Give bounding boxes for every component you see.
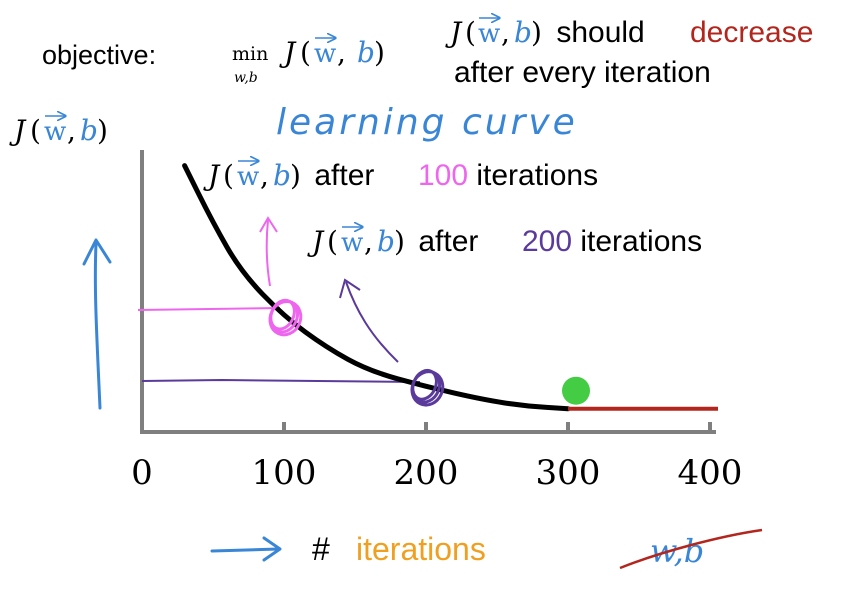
cost-curve	[182, 163, 571, 412]
ann100-after: after	[306, 159, 383, 192]
ann100-w: w	[237, 162, 259, 192]
note-close-paren: )	[531, 16, 542, 49]
ann200-w: w	[341, 228, 363, 258]
x-tick-label: 0	[131, 453, 153, 493]
ann200-after: after	[410, 225, 487, 258]
decrease-note: J ( w , b ) should decrease after every …	[445, 16, 813, 89]
ann200-J: J	[307, 225, 325, 258]
ylabel-b: b	[80, 114, 98, 147]
objective-comma: ,	[337, 36, 346, 69]
pink-guide-line	[137, 307, 281, 311]
purple-annotation-arrow	[345, 281, 399, 363]
note-decrease: decrease	[690, 16, 813, 49]
ann200-b: b	[377, 225, 395, 258]
ann100-comma: ,	[260, 159, 269, 192]
y-axis-label: J ( w , b )	[9, 114, 108, 147]
ylabel-comma: ,	[67, 114, 76, 147]
ann100-number: 100	[418, 159, 468, 192]
x-tick-label: 400	[678, 453, 743, 493]
up-arrow-shaft	[93, 242, 102, 410]
ann200-rest: iterations	[572, 225, 702, 258]
note-comma: ,	[501, 16, 510, 49]
learning-curve-title: learning curve	[276, 102, 578, 143]
pink-annotation-arrowhead	[259, 216, 278, 233]
right-arrow-head	[262, 536, 282, 562]
note-should: should	[548, 16, 653, 49]
note-line2: after every iteration	[454, 56, 711, 89]
pink-annotation-arrow	[265, 219, 271, 287]
right-arrow-shaft	[210, 547, 280, 553]
ylabel-close-paren: )	[97, 114, 108, 147]
objective-w: w	[314, 39, 336, 69]
ylabel-open-paren: (	[30, 114, 41, 147]
ann100-b: b	[273, 159, 291, 192]
ann100-open-paren: (	[223, 159, 234, 192]
purple-iteration-marker	[410, 370, 445, 407]
up-arrow-head	[82, 238, 112, 266]
objective-min: min	[232, 43, 268, 65]
ann200-number: 200	[522, 225, 572, 258]
note-b: b	[514, 16, 532, 49]
x-tick-label: 100	[252, 453, 317, 493]
annotation-200-iterations: J ( w , b ) after 200 iterations	[307, 225, 702, 258]
note-w: w	[478, 19, 500, 49]
purple-annotation-arrowhead	[339, 278, 361, 299]
strikethrough-line	[619, 528, 763, 570]
xlabel-hash: #	[312, 531, 339, 567]
objective-open-paren: (	[300, 36, 311, 69]
crossed-out-w-b: w,b	[650, 532, 704, 570]
objective-min-subscript: w,b	[234, 70, 258, 86]
note-open-paren: (	[465, 16, 476, 49]
annotation-100-iterations: J ( w , b ) after 100 iterations	[203, 159, 598, 192]
objective-formula: objective: min w,b J ( w , b )	[42, 36, 385, 86]
objective-J: J	[279, 36, 297, 69]
pink-iteration-marker	[268, 299, 303, 337]
ann100-close-paren: )	[290, 159, 301, 192]
iteration-markers	[268, 298, 590, 407]
ann200-close-paren: )	[394, 225, 405, 258]
ylabel-J: J	[9, 114, 27, 147]
x-tick-labels: 0 100 200 300 400	[131, 453, 742, 493]
x-ticks	[282, 422, 712, 432]
ylabel-w: w	[44, 117, 66, 147]
purple-guide-line	[141, 378, 421, 383]
xlabel-iterations: iterations	[356, 531, 486, 567]
converged-marker	[562, 376, 590, 405]
note-J: J	[445, 16, 463, 49]
objective-close-paren: )	[374, 36, 385, 69]
objective-b: b	[357, 36, 375, 69]
ann200-comma: ,	[364, 225, 373, 258]
x-tick-label: 300	[536, 453, 601, 493]
ann200-open-paren: (	[327, 225, 338, 258]
objective-prefix: objective:	[42, 40, 156, 70]
ann100-rest: iterations	[468, 159, 598, 192]
x-tick-label: 200	[394, 453, 459, 493]
ann100-J: J	[203, 159, 221, 192]
